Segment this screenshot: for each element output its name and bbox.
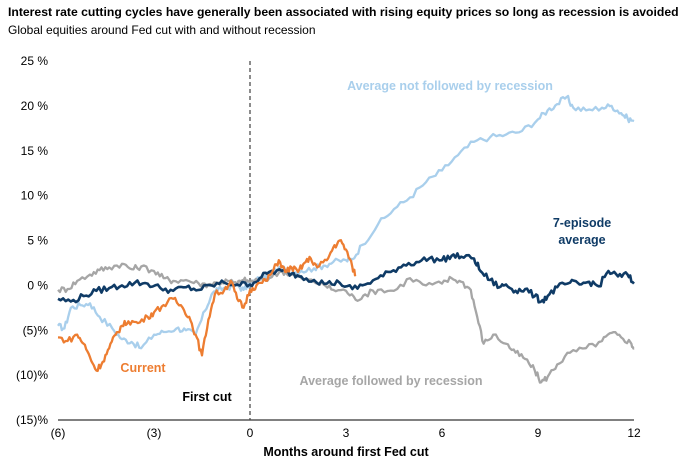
y-tick-label: 10 % [21,189,49,203]
x-tick-label: 9 [535,426,542,440]
x-tick-label: (3) [147,426,162,440]
series-current [57,239,357,373]
annotation-not-followed-by-recession: Average not followed by recession [347,79,553,93]
y-tick-label: 25 % [21,54,49,68]
series-group [57,94,635,384]
y-tick-label: 20 % [21,99,49,113]
y-tick-label: (5)% [23,323,49,337]
x-tick-label: 0 [247,426,254,440]
y-axis-ticks: 25 % 20 % 15 % 10 % 5 % 0 % (5)% (10)% (15)% [16,54,48,427]
x-axis-ticks: (6) (3) 0 3 6 9 12 [51,426,641,440]
series-followed-by-recession [57,262,635,384]
x-tick-label: 12 [627,426,641,440]
first-cut-label: First cut [182,390,232,404]
x-axis-label: Months around first Fed cut [263,445,429,459]
series-not-followed-by-recession [57,94,635,350]
y-tick-label: (10)% [16,368,48,382]
y-tick-label: 5 % [27,234,48,248]
y-tick-label: 15 % [21,144,49,158]
x-tick-label: 3 [343,426,350,440]
y-tick-label: (15)% [16,413,48,427]
annotation-current: Current [120,361,166,375]
x-tick-label: 6 [439,426,446,440]
chart-title: Interest rate cutting cycles have genera… [8,5,679,19]
annotation-7-episode: 7-episode [553,216,611,230]
chart-subtitle: Global equities around Fed cut with and … [8,23,316,37]
x-tick-label: (6) [51,426,66,440]
annotation-followed-by-recession: Average followed by recession [300,374,483,388]
annotation-average: average [558,233,605,247]
series-7-episode-average [57,252,635,304]
y-tick-label: 0 % [27,278,48,292]
